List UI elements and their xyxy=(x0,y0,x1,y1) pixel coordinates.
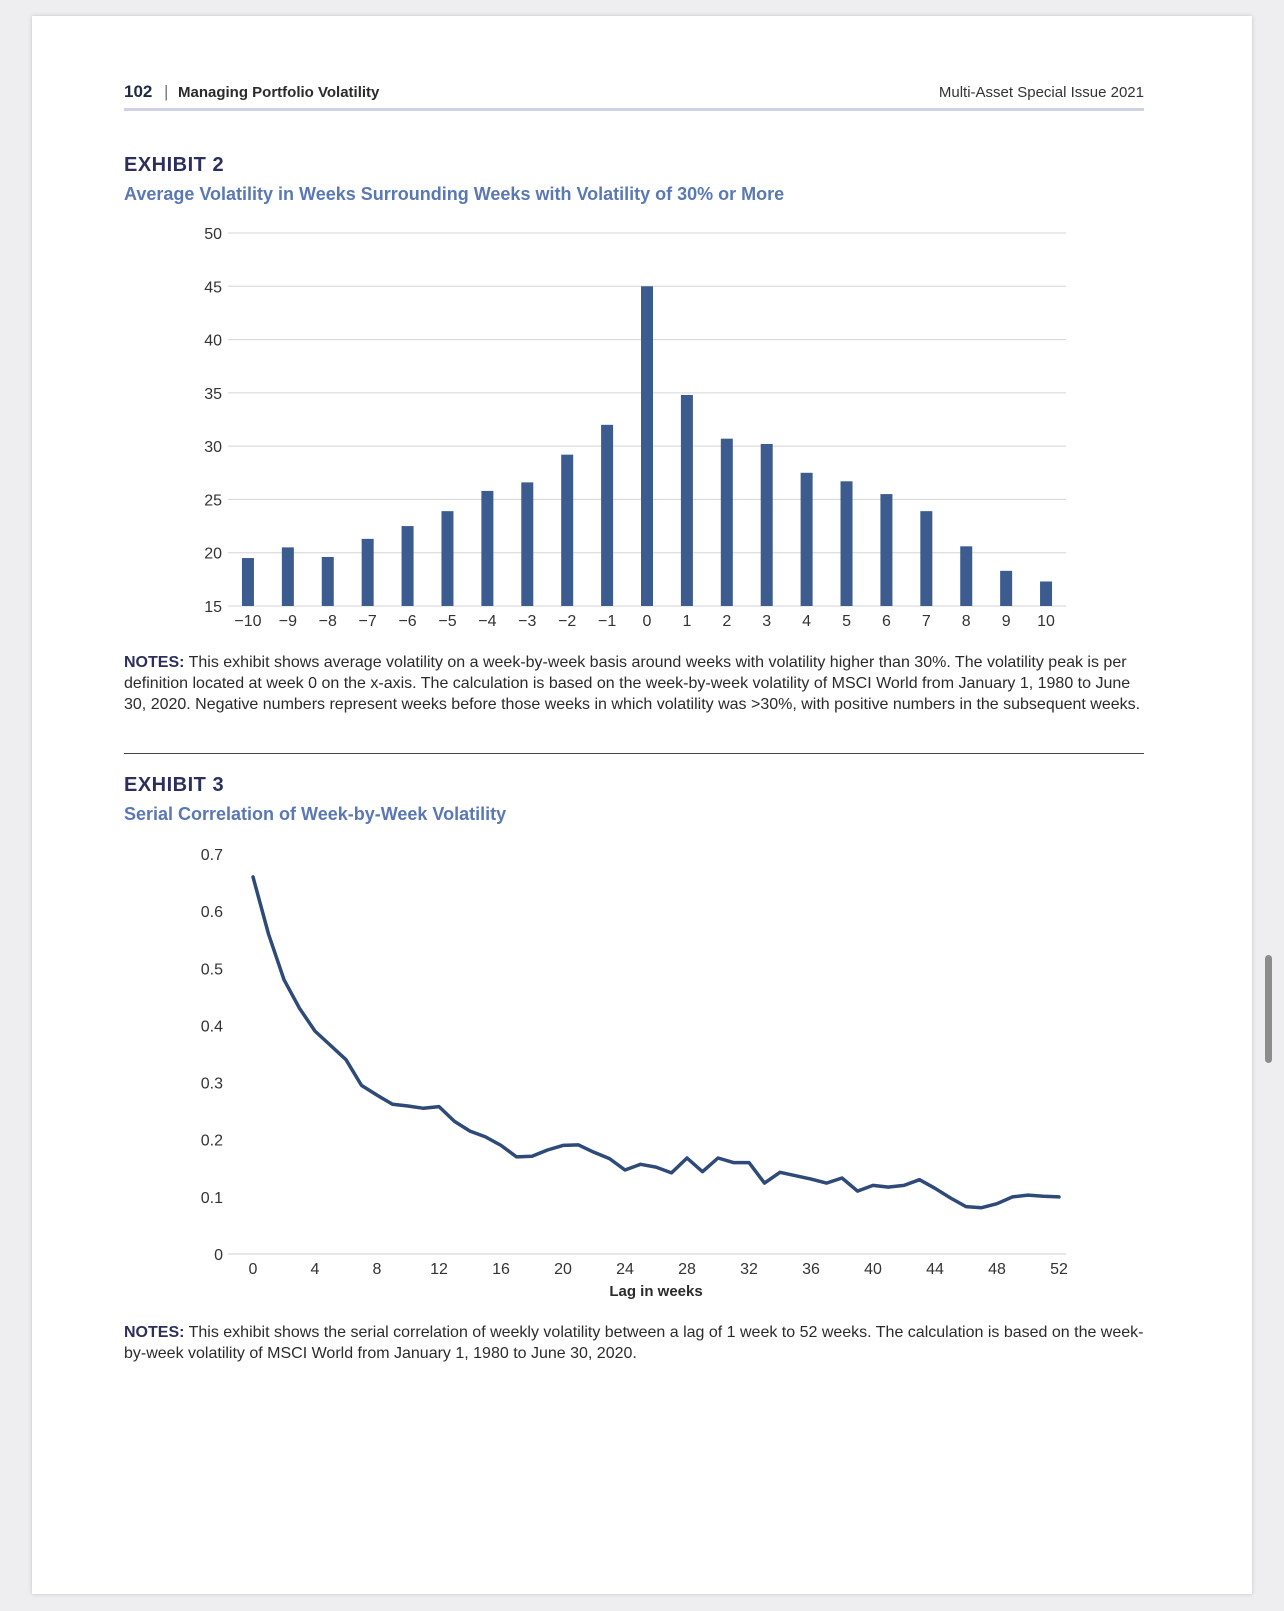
bar xyxy=(481,490,494,606)
y-tick-label: 30 xyxy=(204,439,222,456)
x-tick-label: 20 xyxy=(554,1261,572,1278)
bar xyxy=(281,547,294,606)
bar xyxy=(680,394,693,606)
exhibit2-notes-label: NOTES: xyxy=(124,654,185,671)
exhibit3-notes-label: NOTES: xyxy=(124,1324,185,1341)
bar xyxy=(441,511,454,606)
x-tick-label: 4 xyxy=(311,1261,320,1278)
scrollbar-thumb[interactable] xyxy=(1265,955,1272,1063)
x-axis-title: Lag in weeks xyxy=(609,1283,702,1300)
bar xyxy=(840,481,853,606)
x-tick-label: 2 xyxy=(722,613,731,630)
y-tick-label: 0.2 xyxy=(201,1133,223,1150)
exhibit3-notes-text: This exhibit shows the serial correlatio… xyxy=(124,1324,1144,1362)
y-tick-label: 35 xyxy=(204,386,222,403)
x-tick-label: 32 xyxy=(740,1261,758,1278)
bar xyxy=(521,482,534,606)
x-tick-label: 52 xyxy=(1050,1261,1068,1278)
x-tick-label: −3 xyxy=(518,613,536,630)
x-tick-label: −9 xyxy=(279,613,297,630)
issue-title: Multi-Asset Special Issue 2021 xyxy=(938,84,1144,101)
exhibit2-label: EXHIBIT 2 xyxy=(124,154,225,176)
x-tick-label: 48 xyxy=(988,1261,1006,1278)
x-tick-label: 8 xyxy=(373,1261,382,1278)
y-tick-label: 20 xyxy=(204,546,222,563)
bar xyxy=(960,546,973,606)
bar xyxy=(800,472,813,606)
section-divider xyxy=(124,753,1144,754)
y-tick-label: 50 xyxy=(204,226,222,243)
x-tick-label: 4 xyxy=(802,613,811,630)
x-tick-label: 1 xyxy=(682,613,691,630)
bar xyxy=(1040,581,1053,606)
y-tick-label: 15 xyxy=(204,599,222,616)
y-tick-label: 0.1 xyxy=(201,1190,223,1207)
bar xyxy=(880,494,893,606)
exhibit3-label: EXHIBIT 3 xyxy=(124,774,225,796)
x-tick-label: −4 xyxy=(478,613,496,630)
x-tick-label: 8 xyxy=(962,613,971,630)
y-tick-label: 0 xyxy=(214,1247,223,1264)
bar xyxy=(720,438,733,606)
bar xyxy=(361,538,374,606)
x-tick-label: 0 xyxy=(643,613,652,630)
x-tick-label: 44 xyxy=(926,1261,944,1278)
y-tick-label: 40 xyxy=(204,333,222,350)
exhibit2-notes: NOTES: This exhibit shows average volati… xyxy=(124,652,1144,715)
page-number: 102 xyxy=(124,82,153,101)
y-tick-label: 0.7 xyxy=(201,847,223,864)
x-tick-label: 6 xyxy=(882,613,891,630)
header-separator: | xyxy=(164,82,169,101)
bar xyxy=(760,444,773,606)
x-tick-label: 9 xyxy=(1002,613,1011,630)
bar xyxy=(321,556,334,606)
y-tick-label: 0.6 xyxy=(201,904,223,921)
x-tick-label: 40 xyxy=(864,1261,882,1278)
x-tick-label: 24 xyxy=(616,1261,634,1278)
x-tick-label: −10 xyxy=(234,613,261,630)
exhibit2-notes-text: This exhibit shows average volatility on… xyxy=(124,654,1141,713)
x-tick-label: −8 xyxy=(319,613,337,630)
x-tick-label: 28 xyxy=(678,1261,696,1278)
y-tick-label: 0.5 xyxy=(201,961,223,978)
x-tick-label: −7 xyxy=(359,613,377,630)
exhibit2-title: Average Volatility in Weeks Surrounding … xyxy=(124,184,785,204)
x-tick-label: 7 xyxy=(922,613,931,630)
x-tick-label: −1 xyxy=(598,613,616,630)
series-line xyxy=(251,875,1061,1210)
y-tick-label: 0.3 xyxy=(201,1076,223,1093)
bar xyxy=(920,511,933,606)
x-tick-label: 0 xyxy=(249,1261,258,1278)
y-tick-label: 0.4 xyxy=(201,1018,223,1035)
x-tick-label: 5 xyxy=(842,613,851,630)
x-tick-label: −5 xyxy=(438,613,456,630)
header-rule xyxy=(124,108,1144,111)
exhibit3-notes: NOTES: This exhibit shows the serial cor… xyxy=(124,1322,1144,1364)
x-tick-label: 3 xyxy=(762,613,771,630)
exhibit3-title: Serial Correlation of Week-by-Week Volat… xyxy=(124,804,507,824)
x-tick-label: 16 xyxy=(492,1261,510,1278)
bar xyxy=(561,454,574,606)
page xyxy=(32,16,1252,1594)
x-tick-label: 36 xyxy=(802,1261,820,1278)
line-chart: 00.10.20.30.40.50.60.70 4 8 12 16 20 24 28 32 36 4… xyxy=(201,847,1068,1300)
y-tick-label: 25 xyxy=(204,492,222,509)
bar xyxy=(241,558,254,606)
bar xyxy=(401,526,414,606)
x-tick-label: −2 xyxy=(558,613,576,630)
bar xyxy=(641,286,653,606)
y-tick-label: 45 xyxy=(204,279,222,296)
x-tick-label: 12 xyxy=(430,1261,448,1278)
running-title: Managing Portfolio Volatility xyxy=(178,84,380,101)
x-tick-label: −6 xyxy=(398,613,416,630)
bar xyxy=(601,424,614,606)
bar xyxy=(1000,570,1013,606)
x-tick-label: 10 xyxy=(1037,613,1055,630)
